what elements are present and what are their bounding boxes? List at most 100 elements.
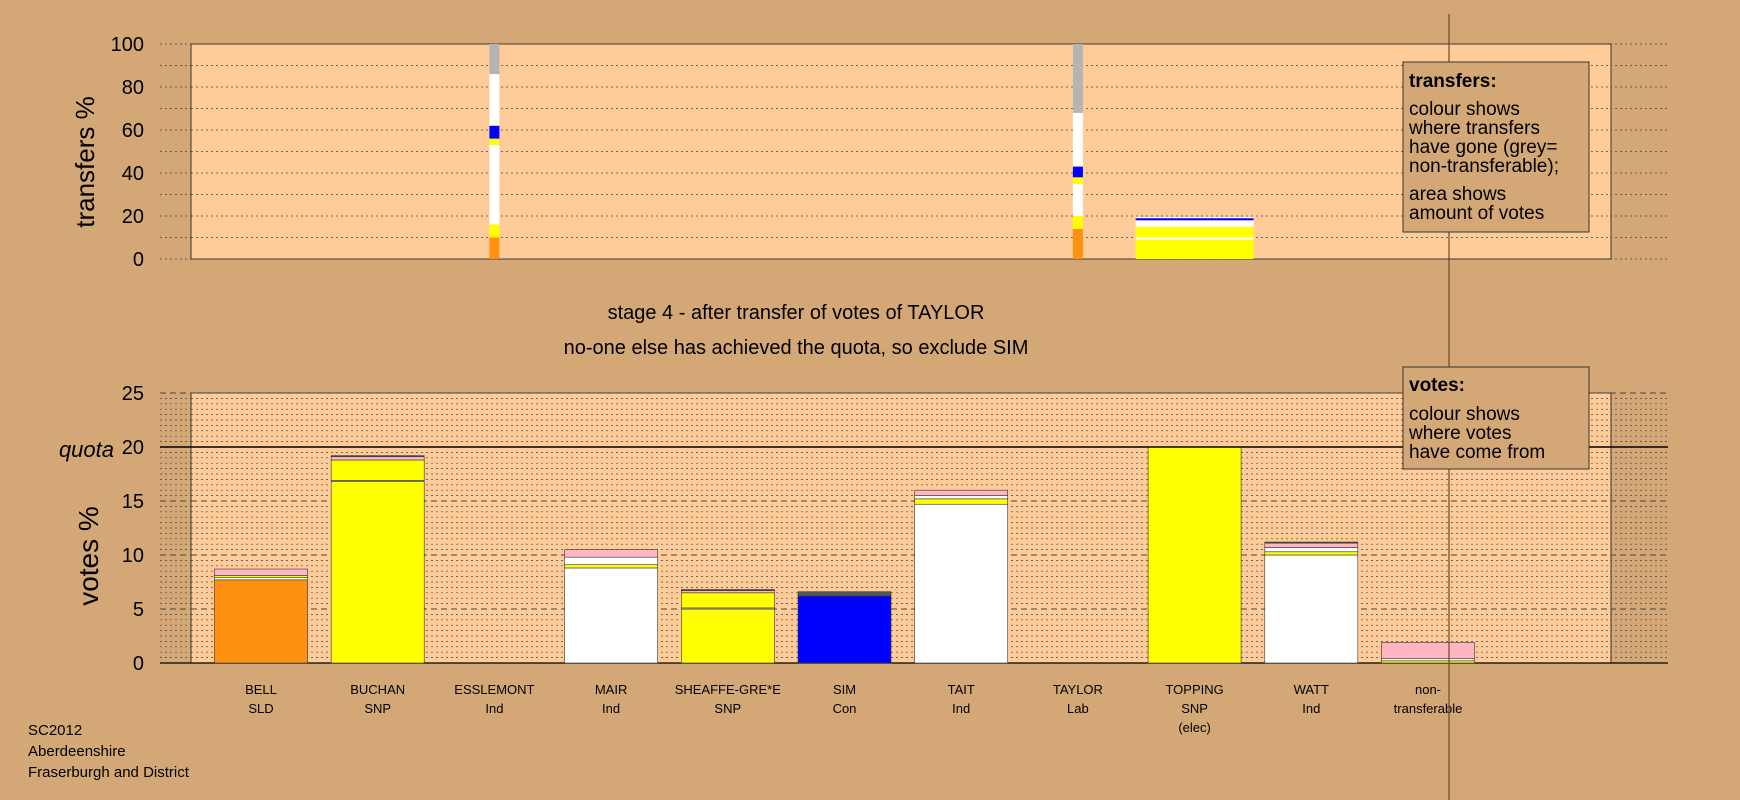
y-tick-label: 40 <box>122 163 144 185</box>
vote-segment <box>680 589 775 591</box>
transfer-segment <box>1135 239 1254 259</box>
transfers-legend-title: transfers: <box>1409 71 1497 92</box>
transfers-bars <box>489 44 1254 259</box>
transfer-segment <box>489 125 500 139</box>
stage-title: stage 4 - after transfer of votes of TAY… <box>608 302 985 324</box>
votes-legend: votes: colour shows where votes have com… <box>1402 366 1590 470</box>
vote-segment <box>330 456 425 461</box>
y-tick-label: 20 <box>122 437 144 459</box>
transfers-legend-box <box>1402 61 1590 233</box>
vote-segment <box>214 579 308 664</box>
votes-bars <box>214 446 1475 664</box>
vote-segment <box>1264 547 1359 553</box>
candidate-label: Ind <box>602 701 620 716</box>
vote-segment <box>1264 541 1359 544</box>
transfer-segment <box>1072 112 1083 167</box>
candidate-label: TAIT <box>948 682 975 697</box>
candidate-label: SHEAFFE-GRE*E <box>675 682 782 697</box>
transfer-segment <box>1072 44 1083 113</box>
transfer-segment <box>1135 220 1254 227</box>
transfers-legend-line: colour shows <box>1409 99 1520 120</box>
transfers-legend-line: non-transferable); <box>1409 156 1559 177</box>
vote-segment <box>214 575 308 578</box>
vote-segment <box>1264 554 1359 664</box>
votes-legend-line: colour shows <box>1409 404 1520 425</box>
vote-segment <box>680 608 775 664</box>
y-tick-label: 15 <box>122 491 144 513</box>
vote-segment <box>1381 642 1475 659</box>
y-tick-label: 5 <box>133 599 144 621</box>
votes-legend-line: have come from <box>1409 442 1545 463</box>
y-tick-label: 0 <box>133 249 144 271</box>
vote-segment <box>1147 446 1242 664</box>
vote-segment <box>564 549 658 558</box>
candidate-label: SNP <box>714 701 741 716</box>
candidate-label: SIM <box>833 682 856 697</box>
vote-segment <box>330 481 425 664</box>
vote-segment <box>914 489 1009 496</box>
candidate-label: Ind <box>485 701 503 716</box>
transfer-segment <box>489 145 500 225</box>
transfers-y-ticks: 0 20 40 60 80 100 <box>111 34 144 271</box>
votes-legend-box <box>1402 366 1590 470</box>
vote-segment <box>214 568 308 576</box>
y-tick-label: 100 <box>111 34 144 56</box>
transfer-segment <box>489 44 500 75</box>
transfers-legend: transfers: colour shows where transfers … <box>1402 61 1590 233</box>
vote-segment <box>680 590 775 594</box>
y-tick-label: 20 <box>122 206 144 228</box>
votes-y-ticks: 0 5 10 15 20 25 <box>122 383 144 675</box>
vote-segment <box>1381 660 1475 664</box>
candidate-label: BUCHAN <box>350 682 405 697</box>
transfer-segment <box>489 237 500 259</box>
votes-y-axis-label: votes % <box>73 506 104 606</box>
candidate-label: non- <box>1415 682 1441 697</box>
y-tick-label: 80 <box>122 77 144 99</box>
vote-segment <box>564 567 658 664</box>
transfer-segment <box>1135 237 1254 240</box>
transfers-grid-overlay <box>191 43 1611 260</box>
vote-segment <box>914 495 1009 500</box>
candidate-label: SLD <box>248 701 273 716</box>
transfer-segment <box>1135 218 1254 221</box>
vote-segment <box>1264 542 1359 548</box>
footer-council: Aberdeenshire <box>28 743 126 760</box>
vote-segment <box>330 459 425 481</box>
transfer-segment <box>1072 216 1083 229</box>
transfer-segment <box>1072 183 1083 216</box>
transfer-segment <box>1072 177 1083 184</box>
candidate-label: TOPPING <box>1165 682 1223 697</box>
transfer-segment <box>489 138 500 146</box>
vote-segment <box>330 455 425 458</box>
transfer-segment <box>489 224 500 238</box>
candidate-label: SNP <box>1181 701 1208 716</box>
transfer-segment <box>489 74 500 126</box>
transfers-legend-line: amount of votes <box>1409 203 1544 224</box>
vote-segment <box>797 591 892 597</box>
vote-segment <box>680 592 775 609</box>
candidate-label: Con <box>833 701 857 716</box>
candidate-label: Ind <box>952 701 970 716</box>
votes-legend-line: where votes <box>1408 423 1511 444</box>
transfer-segment <box>1072 166 1083 178</box>
vote-segment <box>564 556 658 566</box>
stage-subtitle: no-one else has achieved the quota, so e… <box>564 337 1029 359</box>
y-tick-label: 10 <box>122 545 144 567</box>
transfers-legend-line: area shows <box>1409 184 1506 205</box>
candidate-label: ESSLEMONT <box>454 682 534 697</box>
quota-label: quota <box>59 437 114 462</box>
y-tick-label: 60 <box>122 120 144 142</box>
transfer-segment <box>1072 228 1083 259</box>
y-tick-label: 25 <box>122 383 144 405</box>
transfer-segment <box>1135 217 1254 219</box>
candidate-labels: BELL SLD BUCHAN SNP ESSLEMONT Ind MAIR Ind SHEAF… <box>245 682 1462 735</box>
candidate-label: BELL <box>245 682 277 697</box>
candidate-label: WATT <box>1294 682 1329 697</box>
footer-ward: Fraserburgh and District <box>28 764 190 781</box>
candidate-label: (elec) <box>1178 720 1211 735</box>
vote-segment <box>914 503 1009 664</box>
transfers-y-axis-label: transfers % <box>70 96 100 228</box>
vote-segment <box>914 498 1009 505</box>
candidate-label: Lab <box>1067 701 1089 716</box>
